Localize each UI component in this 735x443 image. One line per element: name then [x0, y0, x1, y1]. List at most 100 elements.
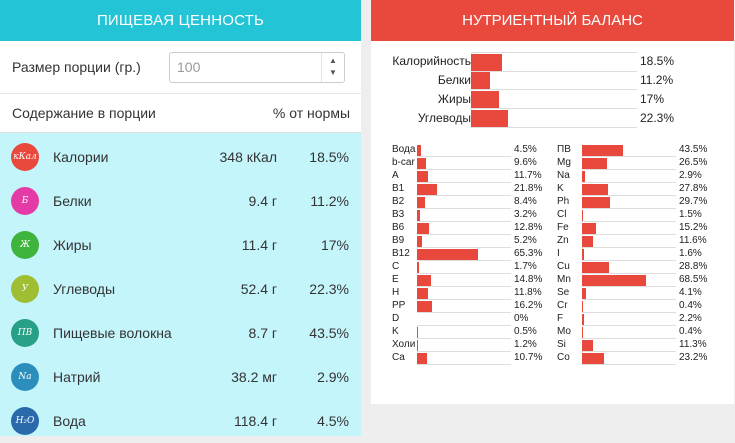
balance-bar	[471, 91, 499, 108]
vitamin-row: Холи 1.2%	[392, 339, 552, 352]
vitamin-percent: 65.3%	[514, 248, 542, 259]
vitamin-percent: 3.2%	[514, 209, 537, 220]
mineral-label: Fe	[557, 222, 581, 233]
vitamin-percent: 10.7%	[514, 352, 542, 363]
vitamin-percent: 1.7%	[514, 261, 537, 272]
vitamin-cell	[417, 222, 511, 235]
carbs-icon: У	[11, 275, 39, 303]
vitamin-label: K	[392, 326, 416, 337]
mineral-cell	[582, 235, 676, 248]
vitamin-cell	[417, 287, 511, 300]
vitamin-label: Ca	[392, 352, 416, 363]
balance-cell	[471, 52, 637, 72]
mineral-bar	[582, 314, 584, 325]
chevron-up-icon[interactable]: ▲	[329, 55, 337, 67]
content-column-header: Содержание в порции	[12, 105, 273, 121]
vitamin-label: b-car	[392, 157, 416, 168]
nutrition-value-title: ПИЩЕВАЯ ЦЕННОСТЬ	[0, 0, 361, 41]
balance-row: Жиры 17%	[385, 90, 723, 109]
balance-bar	[471, 72, 490, 89]
vitamin-cell	[417, 300, 511, 313]
vitamin-cell	[417, 157, 511, 170]
mineral-label: Cu	[557, 261, 581, 272]
balance-label: Жиры	[438, 92, 471, 106]
nutrient-name: Жиры	[53, 237, 178, 253]
vitamin-bar	[417, 236, 422, 247]
portion-size-row: Размер порции (гр.) 100 ▲ ▼	[0, 41, 361, 94]
mineral-label: K	[557, 183, 581, 194]
mineral-percent: 2.9%	[679, 170, 702, 181]
mineral-label: Cl	[557, 209, 581, 220]
vitamin-label: Холи	[392, 339, 416, 350]
vitamin-bar	[417, 184, 437, 195]
mineral-bar	[582, 145, 623, 156]
nutrient-name: Вода	[53, 413, 178, 429]
mineral-percent: 68.5%	[679, 274, 707, 285]
vitamin-bar	[417, 145, 421, 156]
fat-icon: Ж	[11, 231, 39, 259]
water-icon: H₂O	[11, 407, 39, 435]
nutrient-amount: 9.4 г	[249, 193, 277, 209]
vitamin-cell	[417, 248, 511, 261]
balance-percent: 22.3%	[640, 111, 674, 125]
portion-size-stepper[interactable]: ▲ ▼	[321, 53, 344, 82]
portion-size-input[interactable]: 100 ▲ ▼	[169, 52, 345, 83]
vitamin-cell	[417, 274, 511, 287]
vitamin-row: C 1.7%	[392, 261, 552, 274]
vitamin-label: C	[392, 261, 416, 272]
vitamin-percent: 1.2%	[514, 339, 537, 350]
mineral-bar	[582, 353, 604, 364]
vitamin-bar	[417, 301, 432, 312]
vitamin-cell	[417, 183, 511, 196]
mineral-percent: 0.4%	[679, 300, 702, 311]
balance-percent: 17%	[640, 92, 664, 106]
chevron-down-icon[interactable]: ▼	[329, 67, 337, 79]
vitamin-bar	[417, 223, 429, 234]
mineral-percent: 11.6%	[679, 235, 707, 246]
balance-cell	[471, 90, 637, 109]
vitamin-label: H	[392, 287, 416, 298]
norm-column-header: % от нормы	[273, 105, 350, 121]
mineral-bar	[582, 158, 607, 169]
mineral-cell	[582, 261, 676, 274]
nutrient-balance-title: НУТРИЕНТНЫЙ БАЛАНС	[371, 0, 734, 41]
mineral-cell	[582, 248, 676, 261]
vitamin-label: Вода	[392, 144, 416, 155]
mineral-cell	[582, 170, 676, 183]
nutrient-percent: 11.2%	[310, 193, 349, 209]
mineral-row: Cu 28.8%	[557, 261, 717, 274]
mineral-percent: 28.8%	[679, 261, 707, 272]
portion-size-value[interactable]: 100	[170, 59, 321, 75]
mineral-cell	[582, 300, 676, 313]
portion-size-label: Размер порции (гр.)	[12, 59, 169, 75]
mineral-cell	[582, 209, 676, 222]
vitamin-label: B3	[392, 209, 416, 220]
mineral-bar	[582, 249, 584, 260]
mineral-label: Co	[557, 352, 581, 363]
vitamin-cell	[417, 170, 511, 183]
mineral-percent: 1.6%	[679, 248, 702, 259]
vitamin-bar	[417, 197, 425, 208]
nutrition-table-header: Содержание в порции % от нормы	[0, 94, 361, 133]
vitamin-bar	[417, 340, 418, 351]
balance-label: Белки	[438, 73, 471, 87]
vitamin-label: B1	[392, 183, 416, 194]
nutrient-amount: 348 кКал	[220, 149, 277, 165]
